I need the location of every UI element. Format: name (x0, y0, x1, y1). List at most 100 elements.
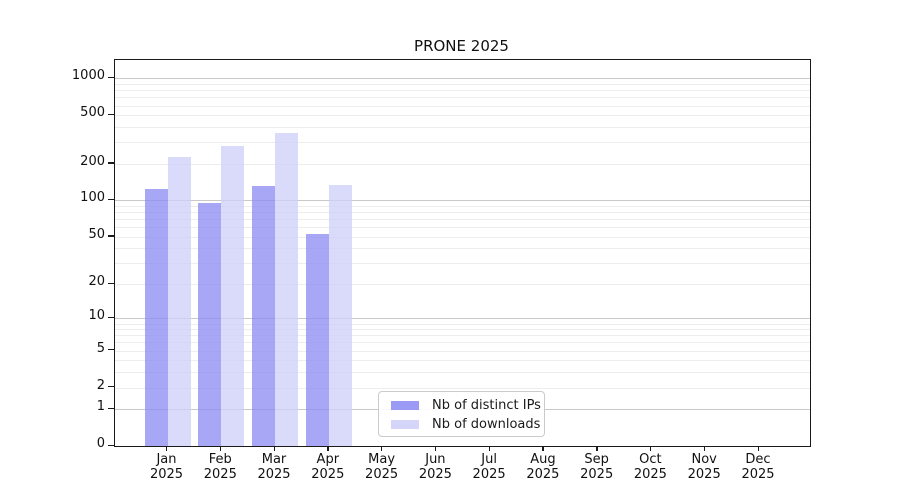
x-tick-label: Feb 2025 (188, 452, 252, 482)
gridline-minor (115, 236, 810, 238)
x-tick-label-line: Mar (261, 452, 287, 467)
y-tick-label: 200 (80, 153, 105, 169)
bar-downloads (328, 185, 352, 446)
x-tick-label-line: Aug (530, 452, 556, 467)
gridline-minor (115, 206, 810, 207)
y-tick-mark (108, 282, 114, 284)
gridline-minor (115, 90, 810, 92)
x-tick-label-line: 2025 (365, 467, 399, 482)
gridline-minor (115, 142, 810, 144)
plot-area (114, 59, 811, 447)
x-tick-label: Dec 2025 (726, 452, 790, 482)
y-tick-label: 2 (96, 377, 105, 393)
gridline-minor (115, 248, 810, 250)
x-tick-label-line: Nov (691, 452, 717, 467)
x-tick-label-line: 2025 (203, 467, 237, 482)
x-tick-label-line: 2025 (149, 467, 184, 482)
x-tick-label-line: 2025 (311, 467, 345, 482)
y-tick-label: 10 (88, 308, 105, 324)
x-tick-mark (703, 446, 706, 451)
y-tick-label: 500 (80, 105, 105, 121)
x-tick-label-line: 2025 (526, 467, 560, 482)
x-tick-label-line: 2025 (257, 467, 291, 482)
gridline-minor (115, 335, 810, 337)
x-tick-mark (757, 446, 759, 451)
x-tick-mark (327, 446, 329, 451)
y-tick-label: 0 (96, 436, 105, 451)
x-tick-label-line: Jan (156, 452, 177, 467)
x-tick-mark (273, 446, 275, 451)
gridline-minor (115, 350, 810, 352)
y-tick-mark (108, 349, 114, 351)
bar-distinct-ips (305, 233, 329, 446)
gridline-minor (115, 263, 810, 265)
legend-item-downloads: Nb of downloads (391, 415, 544, 434)
legend: Nb of distinct IPs Nb of downloads (378, 391, 545, 437)
x-tick-label: May 2025 (350, 452, 414, 482)
x-tick-label: Oct 2025 (618, 452, 682, 482)
y-tick-mark (108, 386, 114, 388)
bar-downloads (275, 132, 298, 446)
y-tick-label: 20 (88, 274, 105, 289)
bar-distinct-ips (144, 188, 168, 446)
x-tick-mark (488, 446, 490, 451)
x-tick-label-line: 2025 (687, 467, 721, 482)
y-tick-mark (108, 162, 114, 164)
gridline-minor (115, 115, 810, 117)
bar-distinct-ips (252, 186, 275, 446)
gridline-minor (115, 105, 810, 107)
y-tick-mark (108, 76, 114, 79)
x-tick-label-line: 2025 (472, 467, 506, 482)
y-tick-label: 100 (80, 190, 105, 206)
y-tick-label: 5 (96, 340, 105, 356)
x-tick-mark (542, 446, 544, 451)
gridline-minor (115, 127, 810, 128)
x-tick-mark (649, 446, 652, 451)
x-tick-label-line: 2025 (741, 467, 775, 482)
x-tick-label: Sep 2025 (565, 452, 629, 482)
legend-item-distinct-ips: Nb of distinct IPs (391, 396, 544, 415)
gridline-minor (115, 212, 810, 214)
x-tick-label-line: Sep (584, 452, 609, 467)
y-tick-label: 1 (96, 399, 105, 415)
x-tick-mark (381, 446, 383, 451)
bar-distinct-ips (198, 203, 222, 446)
legend-label-distinct-ips: Nb of distinct IPs (432, 398, 541, 413)
legend-label-downloads: Nb of downloads (432, 417, 541, 432)
x-tick-label-line: Dec (745, 452, 771, 467)
y-tick-label: 1000 (71, 68, 105, 84)
gridline-minor (115, 387, 810, 389)
gridline-minor (115, 83, 810, 85)
x-tick-label: Jan 2025 (135, 452, 199, 482)
x-tick-label-line: Apr (316, 452, 340, 467)
y-tick-label: 50 (88, 226, 105, 242)
y-tick-mark (108, 113, 114, 116)
x-tick-label: Apr 2025 (296, 452, 360, 482)
gridline-minor (115, 97, 810, 99)
x-tick-label: Jun 2025 (403, 452, 467, 482)
chart-title: PRONE 2025 (414, 37, 509, 55)
x-tick-mark (596, 446, 598, 451)
x-tick-label: Mar 2025 (242, 452, 306, 482)
x-tick-label-line: 2025 (418, 467, 452, 482)
x-tick-label: Nov 2025 (672, 452, 736, 482)
x-tick-label-line: 2025 (633, 467, 667, 482)
x-tick-label: Jul 2025 (457, 452, 521, 482)
x-tick-label-line: Oct (639, 452, 662, 467)
x-tick-label-line: Jun (425, 452, 446, 467)
gridline-major (115, 318, 810, 320)
gridline-minor (115, 163, 810, 165)
gridline-minor (115, 227, 810, 229)
gridline-major (115, 78, 810, 80)
gridline-minor (115, 219, 810, 221)
gridline-minor (115, 284, 810, 285)
y-tick-mark (108, 198, 114, 201)
gridline-minor (115, 360, 810, 362)
gridline-minor (115, 372, 810, 374)
x-tick-mark (434, 446, 437, 451)
gridline-minor (115, 323, 810, 325)
y-tick-mark (108, 407, 114, 409)
gridline-minor (115, 342, 810, 344)
bar-downloads (167, 156, 191, 446)
